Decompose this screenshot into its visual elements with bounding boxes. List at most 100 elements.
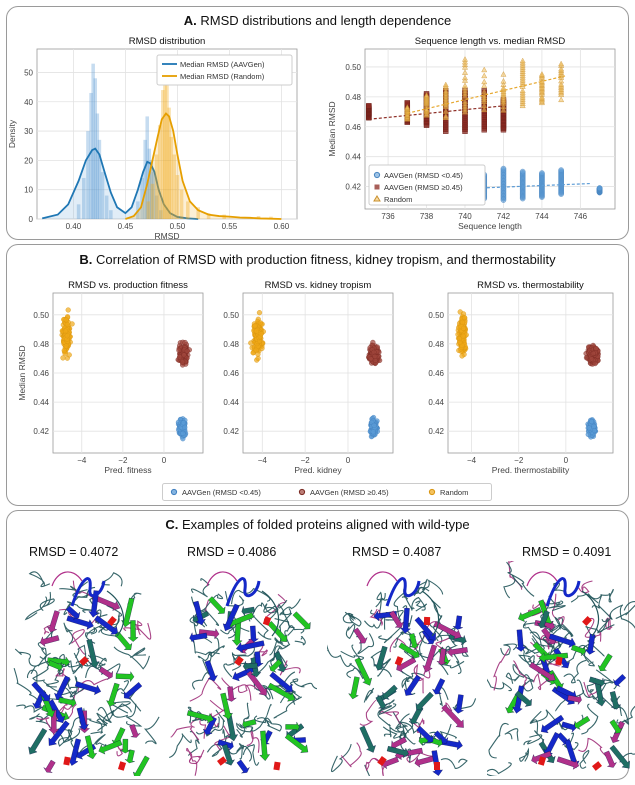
scatter-point <box>596 185 603 191</box>
scatter-point <box>462 87 468 94</box>
y-tick-label: 0.50 <box>223 311 239 320</box>
beta-strand <box>408 705 424 725</box>
scatter-point <box>64 321 70 328</box>
rmsd-vs-fitness-chart: −4 −2 0 0.42 0.44 0.46 0.48 0.50 RMSD vs. produc… <box>17 280 204 475</box>
mutation-highlight <box>394 656 404 666</box>
x-tick-label: 744 <box>535 212 549 221</box>
beta-strand <box>231 619 243 646</box>
coil-segment <box>487 678 513 692</box>
x-tick-label: 0.60 <box>274 222 290 231</box>
y-tick-label: 50 <box>24 68 33 77</box>
beta-strand <box>353 627 368 644</box>
histogram-bar <box>86 131 90 219</box>
scatter-point <box>248 340 254 346</box>
histogram-bar <box>147 148 152 219</box>
beta-strand <box>374 645 388 671</box>
scatter-point <box>462 61 468 67</box>
beta-strand <box>613 674 627 687</box>
beta-strand <box>189 632 208 644</box>
coil-segment <box>28 571 51 588</box>
scatter-point <box>176 347 182 353</box>
coil-segment <box>14 648 37 667</box>
coil-segment <box>519 747 530 762</box>
coil-segment <box>93 733 107 747</box>
y-tick-label: 0.48 <box>33 340 49 349</box>
trend-line <box>368 105 504 120</box>
scatter-point <box>500 78 507 84</box>
x-tick-label: −2 <box>514 456 524 465</box>
beta-strand <box>604 750 617 768</box>
beta-strand <box>561 721 577 733</box>
beta-strand <box>453 694 465 714</box>
scatter-point <box>256 310 263 316</box>
coil-segment <box>189 676 222 702</box>
coil-segment <box>359 699 377 726</box>
scatter-point <box>500 165 507 172</box>
scatter-point <box>177 354 183 360</box>
coil-segment <box>570 593 599 604</box>
chart-title: RMSD vs. production fitness <box>68 280 188 291</box>
protein-structure-3-image <box>327 571 477 776</box>
beta-strand <box>567 694 582 706</box>
scatter-point <box>519 57 526 64</box>
y-tick-label: 0.44 <box>223 398 239 407</box>
x-tick-label: 742 <box>497 212 511 221</box>
chart-title: RMSD distribution <box>129 36 206 47</box>
coil-segment <box>86 613 120 638</box>
coil-segment <box>186 747 198 776</box>
x-axis-label: RMSD <box>154 231 179 239</box>
legend-label: Median RMSD (Random) <box>180 72 265 81</box>
beta-strand <box>414 755 436 768</box>
x-axis-label: Pred. kidney <box>294 465 342 475</box>
coil-segment <box>564 732 579 751</box>
beta-strand <box>242 719 257 730</box>
beta-strand <box>58 697 77 709</box>
coil-segment <box>125 703 143 727</box>
histogram-bar <box>151 172 156 219</box>
beta-strand <box>409 633 420 649</box>
y-tick-label: 0.48 <box>428 340 444 349</box>
beta-strand <box>359 725 376 753</box>
beta-strand <box>236 640 265 653</box>
beta-strand <box>67 738 81 766</box>
mutation-highlight <box>63 756 71 766</box>
beta-strand <box>284 733 309 753</box>
coil-segment <box>253 615 272 640</box>
coil-segment <box>533 673 550 691</box>
coil-segment <box>340 742 362 768</box>
legend-label: AAVGen (RMSD ≥0.45) <box>310 488 389 497</box>
scatter-point <box>558 77 565 84</box>
beta-strand <box>31 681 51 702</box>
beta-strand <box>204 660 218 682</box>
scatter-point <box>462 106 468 112</box>
scatter-point <box>558 96 565 103</box>
panel-b-title: B. Correlation of RMSD with production f… <box>79 252 556 267</box>
loop-segment <box>421 590 440 637</box>
histogram-bar <box>104 195 109 219</box>
scatter-point <box>592 360 598 367</box>
coil-segment <box>85 626 98 644</box>
beta-strand <box>574 715 591 730</box>
scatter-point <box>442 108 449 114</box>
histogram-bar <box>145 116 150 219</box>
beta-strand <box>43 759 56 773</box>
scatter-point <box>461 315 468 321</box>
coil-segment <box>170 726 200 741</box>
coil-segment <box>29 708 56 723</box>
coil-segment <box>251 703 272 732</box>
coil-segment <box>504 728 519 741</box>
coil-segment <box>278 599 292 616</box>
coil-segment <box>214 725 231 751</box>
scatter-point <box>462 101 468 107</box>
x-tick-label: 746 <box>574 212 588 221</box>
scatter-point <box>539 170 545 176</box>
beta-strand <box>548 633 576 648</box>
coil-segment <box>105 703 132 722</box>
x-tick-label: 736 <box>381 212 395 221</box>
coil-segment <box>192 659 210 690</box>
scatter-point <box>252 323 258 329</box>
histogram-bar <box>179 189 184 219</box>
scatter-point <box>181 352 187 358</box>
beta-strand <box>556 756 580 770</box>
beta-strand <box>415 691 434 711</box>
